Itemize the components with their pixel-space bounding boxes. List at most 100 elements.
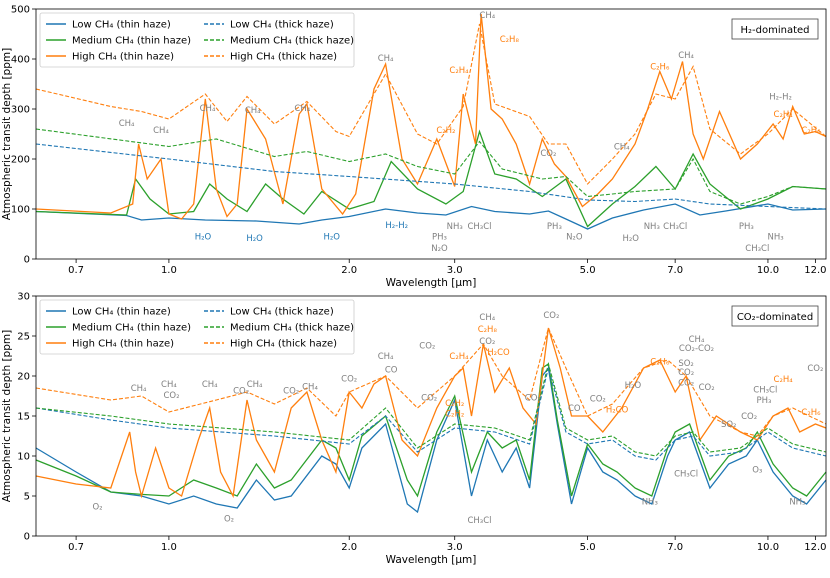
legend-label: Medium CH₄ (thick haze)	[230, 323, 354, 334]
legend-label: Medium CH₄ (thick haze)	[230, 36, 354, 47]
y-axis-label: Atmospheric transit depth [ppm]	[1, 330, 13, 502]
annotation-label: CO₂	[163, 391, 179, 401]
annotation-label: CO₂	[341, 374, 357, 384]
annotation-label: O₂	[224, 514, 234, 524]
annotation-label: H₂O	[195, 233, 212, 243]
annotation-label: SO₂	[721, 420, 737, 430]
annotation-label: H₂O	[323, 233, 340, 243]
annotation-label: CH₄	[247, 380, 263, 390]
annotation-label: C₂H₄	[449, 66, 469, 76]
x-tick-label: 12.0	[804, 265, 826, 276]
annotation-label: CH₄	[302, 382, 318, 392]
annotation-label: CH₄	[202, 380, 218, 390]
annotation-label: CO	[568, 404, 581, 414]
annotation-label: C₂H₄	[774, 110, 794, 120]
annotation-label: CH₄	[200, 104, 216, 114]
annotation-label: CO₂	[479, 337, 495, 347]
legend-label: Medium CH₄ (thin haze)	[72, 36, 191, 47]
legend-label: High CH₄ (thick haze)	[230, 52, 337, 63]
annotation-label: H₂O	[625, 381, 642, 391]
annotation-label: CH₄	[131, 384, 147, 394]
series-line-3	[35, 365, 827, 461]
annotation-label: PH₃	[757, 396, 772, 406]
y-tick-label: 5	[24, 492, 30, 503]
panel-title: CO₂-dominated	[737, 312, 813, 323]
annotation-label: CH₄	[294, 104, 310, 114]
y-tick-label: 400	[11, 55, 30, 66]
panel-title-box	[731, 18, 819, 40]
y-tick-label: 20	[17, 372, 30, 383]
legend-label: Low CH₄ (thin haze)	[72, 307, 171, 318]
series-line-2	[35, 327, 827, 499]
x-tick-label: 1.0	[161, 542, 177, 553]
legend-box	[39, 12, 355, 68]
x-tick-label: 7.0	[667, 265, 683, 276]
annotation-label: C₂H₆	[801, 408, 821, 418]
series-line-1	[35, 129, 827, 228]
panel-title: H₂-dominated	[740, 25, 809, 36]
y-axis-label: Atmospheric transit depth [ppm]	[1, 48, 13, 220]
annotation-label: PH₃	[739, 222, 754, 232]
annotation-label: H₂CO	[487, 348, 510, 358]
annotation-label: CO₂	[419, 342, 435, 352]
annotation-label: CH₄	[378, 352, 394, 362]
annotation-label: CO₂	[807, 364, 823, 374]
series-line-0	[35, 366, 827, 514]
annotation-label: CH₃Cl	[745, 244, 769, 254]
annotation-label: CO₂	[678, 378, 694, 388]
annotation-label: C₂H₄	[449, 352, 469, 362]
annotation-label: CH₃Cl	[753, 386, 777, 396]
series-line-0	[35, 203, 827, 230]
annotation-label: CO₂	[540, 149, 556, 159]
annotation-label: C₂H₆	[650, 63, 670, 73]
annotation-label: CO₂	[590, 394, 606, 404]
x-tick-label: 3.0	[447, 265, 463, 276]
annotation-label: CH₄	[119, 119, 135, 129]
annotation-label: C₂H₆	[650, 358, 670, 368]
annotation-label: CH₄	[678, 51, 694, 61]
annotation-label: O₃	[752, 466, 762, 476]
annotation-label: CH₄	[245, 106, 261, 116]
x-tick-label: 0.7	[68, 265, 84, 276]
annotation-label: C₂H₂	[436, 126, 455, 136]
annotation-label: C₂H₈	[500, 35, 520, 45]
annotation-label: CO₂	[741, 412, 757, 422]
x-axis-label: Wavelength [μm]	[386, 277, 477, 289]
x-tick-label: 10.0	[757, 265, 779, 276]
annotation-label: C₂H₈	[478, 325, 498, 335]
legend-label: High CH₄ (thin haze)	[72, 339, 174, 350]
y-tick-label: 10	[17, 452, 30, 463]
annotation-label: N₂O	[431, 244, 448, 254]
x-tick-label: 2.0	[341, 265, 357, 276]
series-line-5	[35, 326, 827, 437]
x-tick-label: 7.0	[667, 542, 683, 553]
legend-label: Low CH₄ (thick haze)	[230, 307, 334, 318]
series-line-2	[35, 13, 827, 220]
legend-label: Medium CH₄ (thin haze)	[72, 323, 191, 334]
annotation-label: NH₃	[789, 498, 805, 508]
annotation-label: CH₄	[378, 54, 394, 64]
series-line-1	[35, 362, 827, 498]
annotation-label: H₂-H₂	[769, 93, 792, 103]
annotation-label: NH₃	[642, 498, 658, 508]
y-tick-label: 100	[11, 205, 30, 216]
annotation-label: CH₄	[479, 11, 495, 21]
x-axis-label: Wavelength [μm]	[386, 554, 477, 566]
h2-dominated-panel: CH₄ CH₄ CH₄ CH₄ CH₄ CH₄ CH₄ C₂H₈ C₂H₄ C₂H₂ CO₂ CH₄ C…	[1, 5, 827, 290]
x-tick-label: 12.0	[804, 542, 826, 553]
annotation-label: CH₄	[153, 126, 169, 136]
annotation-label: H₂O	[622, 234, 639, 244]
y-tick-label: 200	[11, 155, 30, 166]
annotation-label: NH₃	[768, 233, 784, 243]
series-line-4	[35, 128, 827, 205]
annotation-label: CO₂	[543, 311, 559, 321]
annotation-label: H₂-H₂	[385, 221, 408, 231]
annotation-label: CH₄	[614, 143, 630, 153]
x-tick-label: 5.0	[580, 542, 596, 553]
y-tick-label: 0	[24, 532, 30, 543]
y-tick-label: 500	[11, 5, 30, 16]
annotation-label: C₂H₂	[445, 399, 464, 409]
annotation-label: CH₃Cl	[663, 222, 687, 232]
y-tick-label: 0	[24, 255, 30, 266]
annotation-label: H₂O	[246, 234, 263, 244]
